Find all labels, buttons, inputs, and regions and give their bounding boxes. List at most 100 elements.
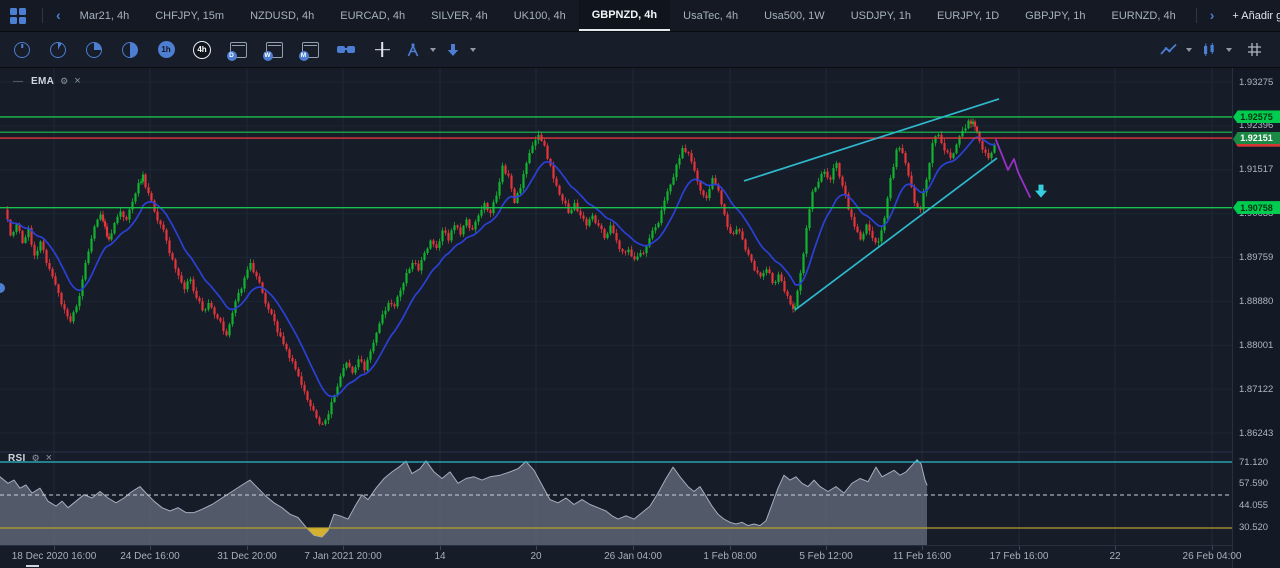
price-level-lines [0, 116, 1232, 209]
calendar-icon: D [226, 41, 247, 61]
separator [1195, 8, 1197, 23]
projection-zigzag[interactable] [995, 139, 1031, 198]
rsi-settings-gear-icon[interactable]: ⚙ [31, 453, 40, 463]
price-tick-label: 1.87122 [1239, 383, 1274, 395]
tab-usdjpy-1h[interactable]: USDJPY, 1h [850, 9, 912, 22]
period-daily-button[interactable]: D [220, 32, 256, 67]
tab-gbpjpy-1h[interactable]: GBPJPY, 1h [1025, 9, 1086, 22]
tab-chfjpy-15m[interactable]: CHFJPY, 15m [155, 9, 225, 22]
compass-icon [407, 42, 419, 56]
history-scroll-marker[interactable] [0, 283, 5, 294]
wedge-upper-trendline[interactable] [743, 98, 1000, 182]
time-tick-mark [440, 546, 441, 550]
rsi-close-icon[interactable]: × [45, 452, 53, 464]
tab-bar-controls: ‹ [0, 0, 67, 31]
time-tick-label: 18 Dec 2020 16:00 [11, 551, 97, 562]
candles [6, 118, 996, 426]
tab-nzdusd-4h[interactable]: NZDUSD, 4h [250, 9, 315, 22]
grid-lines [0, 68, 1232, 545]
tab-uk100-4h[interactable]: UK100, 4h [513, 9, 566, 22]
time-tick-mark [730, 546, 731, 550]
timeframe-4h-button[interactable]: 4h [184, 32, 220, 67]
drawing-tools-button[interactable] [400, 32, 426, 67]
calendar-icon: W [262, 41, 283, 61]
time-tick-label: 17 Feb 16:00 [989, 551, 1049, 562]
collapse-pane-icon[interactable]: — [13, 76, 23, 87]
link-charts-button[interactable] [328, 32, 364, 67]
price-tick-label: 1.88880 [1239, 295, 1274, 307]
wedge-lower-trendline[interactable] [794, 157, 998, 311]
sell-signal-arrow[interactable] [1035, 184, 1047, 198]
chart-toolbar: 1h 4h D W M [0, 32, 1280, 68]
tab-eurnzd-4h[interactable]: EURNZD, 4h [1111, 9, 1176, 22]
tab-eurjpy-1d[interactable]: EURJPY, 1D [937, 9, 1000, 22]
time-axis[interactable]: 18 Dec 2020 16:00 24 Dec 16:00 31 Dec 20:0… [0, 545, 1241, 568]
price-tick-label: 1.89759 [1239, 252, 1274, 264]
tab-bar: ‹ Mar21, 4h CHFJPY, 15m NZDUSD, 4h EURCAD, … [0, 0, 1280, 32]
time-tick-label: 22 [1109, 551, 1121, 562]
indicators-button[interactable] [1156, 32, 1182, 67]
period-monthly-button[interactable]: M [292, 32, 328, 67]
time-tick-mark [150, 546, 151, 550]
timeframe-30m-button[interactable] [112, 32, 148, 67]
grid-settings-button[interactable] [1236, 32, 1272, 67]
tab-silver-4h[interactable]: SILVER, 4h [431, 9, 488, 22]
time-tick-mark [826, 546, 827, 550]
add-chart-button[interactable]: + Añadir gráfico [1232, 9, 1280, 22]
time-tick-label: 7 Jan 2021 20:00 [304, 551, 382, 562]
tab-usa500-1w[interactable]: Usa500, 1W [764, 9, 825, 22]
chevron-down-icon[interactable] [1182, 32, 1196, 67]
rsi-tick-label: 30.520 [1239, 522, 1269, 534]
timeframe-5m-button[interactable] [40, 32, 76, 67]
tab-usatec-4h[interactable]: UsaTec, 4h [683, 9, 739, 22]
chevron-down-icon[interactable] [466, 32, 480, 67]
ema-close-icon[interactable]: × [74, 75, 81, 87]
tab-mar21-4h[interactable]: Mar21, 4h [79, 9, 130, 22]
time-tick-mark [536, 546, 537, 550]
link-icon [337, 45, 355, 54]
time-tick-label: 26 Feb 04:00 [1182, 551, 1242, 562]
price-tick-label: 1.88001 [1239, 339, 1274, 351]
candle-style-icon [1204, 43, 1214, 56]
tab-strip: Mar21, 4h CHFJPY, 15m NZDUSD, 4h EURCAD, 4h… [67, 0, 1189, 31]
crosshair-icon [375, 42, 390, 57]
time-tick-label: 24 Dec 16:00 [120, 551, 180, 562]
timeframe-disc-icon: 4h [193, 40, 211, 59]
rsi-indicator-label: RSI [8, 453, 26, 464]
time-tick-mark [1019, 546, 1020, 550]
time-tick-mark [343, 546, 344, 550]
tab-eurcad-4h[interactable]: EURCAD, 4h [340, 9, 406, 22]
chart-style-button[interactable] [1196, 32, 1222, 67]
clock-icon [14, 41, 30, 58]
tab-gbpnzd-4h[interactable]: GBPNZD, 4h [578, 0, 671, 31]
clock-icon [122, 41, 138, 58]
tab-bar-right: › + Añadir gráfico [1189, 0, 1280, 31]
price-tick-label: 1.86243 [1239, 427, 1274, 439]
toolbar-left-group: 1h 4h D W M [0, 32, 480, 67]
timeframe-1h-button[interactable]: 1h [148, 32, 184, 67]
grid-icon [1247, 43, 1261, 56]
price-tick-label: 1.91517 [1239, 164, 1274, 176]
annotations [0, 98, 1047, 311]
workspace-grid-icon[interactable] [10, 7, 26, 24]
timeframe-15m-button[interactable] [76, 32, 112, 67]
ema-indicator-label: EMA [31, 76, 55, 87]
arrow-tool-button[interactable] [440, 32, 466, 67]
rsi-tick-label: 71.120 [1239, 456, 1269, 468]
chevron-down-icon[interactable] [1222, 32, 1236, 67]
ema-line [6, 136, 996, 398]
chevron-down-icon[interactable] [426, 32, 440, 67]
price-axis[interactable]: 1.932751.923961.915171.906381.897591.888… [1232, 68, 1280, 568]
timeframe-1m-button[interactable] [4, 32, 40, 67]
tabs-scroll-left-icon[interactable]: ‹ [56, 7, 61, 23]
scrollbar-nub[interactable] [26, 565, 39, 567]
crosshair-tool-button[interactable] [364, 32, 400, 67]
tabs-scroll-right-icon[interactable]: › [1209, 7, 1215, 23]
period-weekly-button[interactable]: W [256, 32, 292, 67]
rsi-tick-label: 44.055 [1239, 500, 1269, 512]
time-tick-mark [54, 546, 55, 550]
time-tick-label: 31 Dec 20:00 [217, 551, 277, 562]
ema-settings-gear-icon[interactable]: ⚙ [60, 76, 69, 86]
